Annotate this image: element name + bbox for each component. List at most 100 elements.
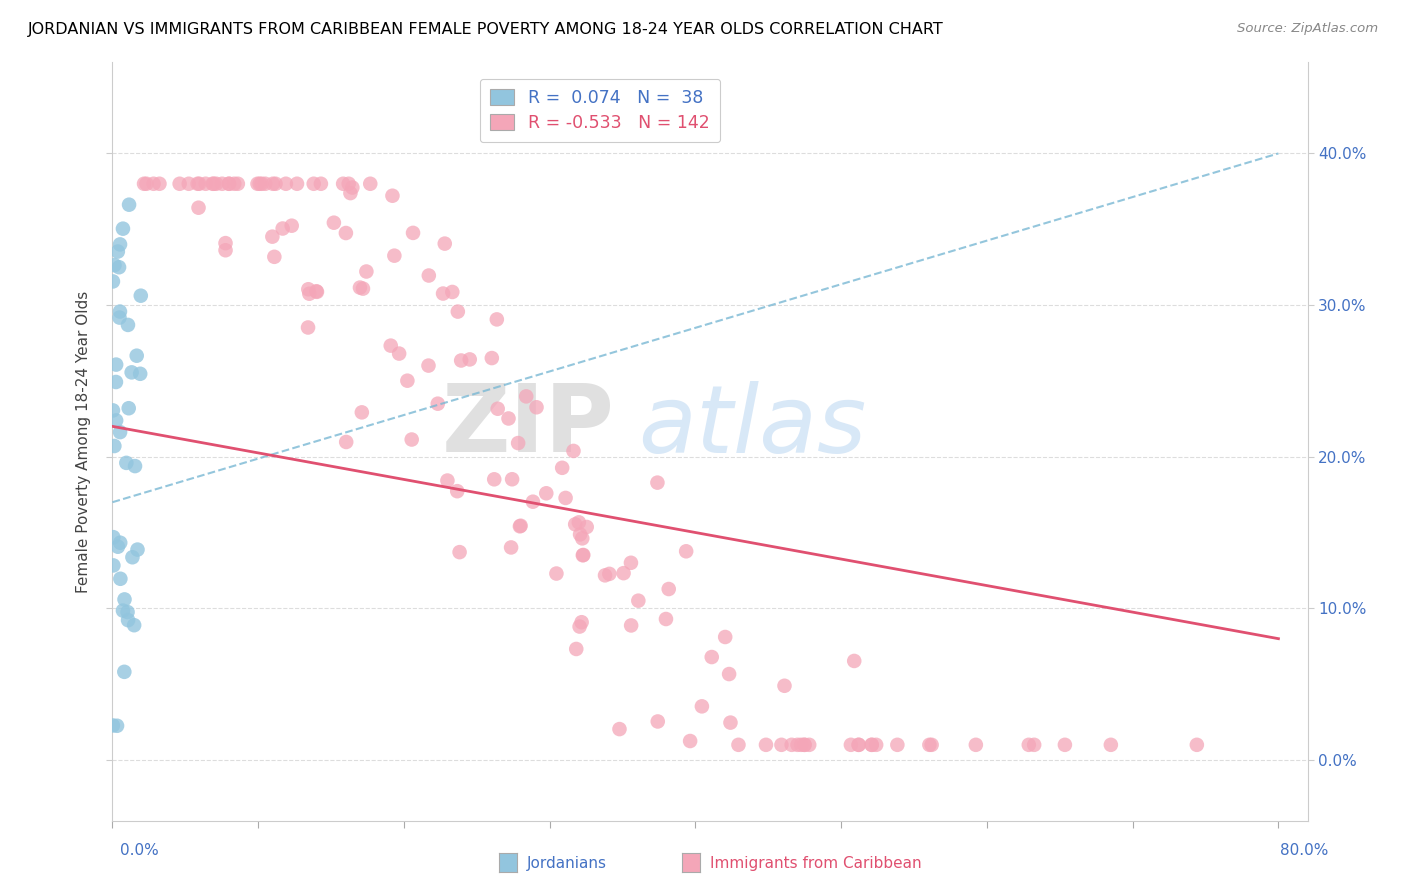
Point	[575, 520, 598, 534]
Point	[280, 219, 302, 233]
Point	[108, 310, 131, 325]
Point	[202, 177, 225, 191]
Point	[135, 177, 157, 191]
Point	[122, 618, 145, 632]
Text: Source: ZipAtlas.com: Source: ZipAtlas.com	[1237, 22, 1378, 36]
Point	[485, 312, 508, 326]
Point	[432, 286, 454, 301]
Point	[309, 177, 332, 191]
Point	[690, 699, 713, 714]
Point	[285, 177, 308, 191]
Point	[104, 375, 127, 389]
Point	[526, 401, 548, 415]
Point	[679, 734, 702, 748]
Point	[115, 456, 138, 470]
Point	[515, 389, 537, 403]
Point	[886, 738, 908, 752]
Point	[305, 285, 328, 299]
Text: ZIP: ZIP	[441, 380, 614, 473]
Point	[655, 612, 678, 626]
Point	[298, 286, 321, 301]
Point	[433, 236, 456, 251]
Text: atlas: atlas	[638, 381, 866, 472]
Point	[1185, 738, 1208, 752]
Point	[562, 444, 585, 458]
Point	[132, 177, 155, 191]
Point	[335, 226, 357, 240]
Point	[675, 544, 697, 558]
Point	[501, 541, 523, 555]
Point	[865, 738, 887, 752]
Point	[727, 738, 749, 752]
Point	[609, 722, 631, 736]
Point	[110, 572, 132, 586]
Point	[177, 177, 200, 191]
Point	[107, 244, 129, 259]
Point	[486, 401, 509, 416]
Point	[124, 459, 146, 474]
Point	[342, 180, 364, 194]
Point	[187, 201, 209, 215]
Point	[111, 604, 134, 618]
Point	[446, 484, 468, 499]
Point	[793, 738, 815, 752]
Point	[142, 177, 165, 191]
Point	[339, 186, 361, 200]
Point	[860, 738, 883, 752]
Point	[401, 433, 423, 447]
Point	[508, 436, 530, 450]
Point	[226, 177, 249, 191]
Point	[572, 548, 595, 562]
Point	[332, 177, 354, 191]
Point	[335, 434, 357, 449]
Y-axis label: Female Poverty Among 18-24 Year Olds: Female Poverty Among 18-24 Year Olds	[76, 291, 91, 592]
Point	[647, 714, 669, 729]
Point	[565, 642, 588, 657]
Point	[441, 285, 464, 299]
Point	[108, 304, 131, 318]
Point	[103, 439, 125, 453]
Point	[194, 177, 217, 191]
Point	[918, 738, 941, 752]
Point	[714, 630, 737, 644]
Point	[271, 221, 294, 235]
Point	[551, 460, 574, 475]
Point	[112, 665, 135, 679]
Point	[1053, 738, 1076, 752]
Point	[388, 346, 411, 360]
Point	[755, 738, 778, 752]
Point	[262, 229, 284, 244]
Point	[250, 177, 273, 191]
Point	[274, 177, 297, 191]
Point	[246, 177, 269, 191]
Point	[447, 304, 470, 318]
Point	[110, 535, 132, 549]
Point	[129, 288, 152, 302]
Point	[627, 593, 650, 607]
Point	[536, 486, 558, 500]
Point	[572, 549, 595, 563]
Point	[700, 650, 723, 665]
Point	[205, 177, 228, 191]
Point	[101, 718, 124, 732]
Point	[593, 568, 616, 582]
Point	[121, 550, 143, 565]
Point	[211, 177, 233, 191]
Point	[501, 472, 523, 486]
Point	[350, 405, 373, 419]
Point	[108, 425, 131, 439]
Point	[125, 349, 148, 363]
Point	[249, 177, 271, 191]
Point	[359, 177, 381, 191]
Point	[790, 738, 813, 752]
Point	[620, 618, 643, 632]
Point	[773, 679, 796, 693]
Point	[568, 516, 591, 530]
Text: 0.0%: 0.0%	[120, 843, 159, 858]
Point	[658, 582, 681, 596]
Point	[214, 236, 236, 251]
Point	[718, 667, 741, 681]
Point	[117, 613, 139, 627]
Point	[224, 177, 246, 191]
Point	[263, 250, 285, 264]
